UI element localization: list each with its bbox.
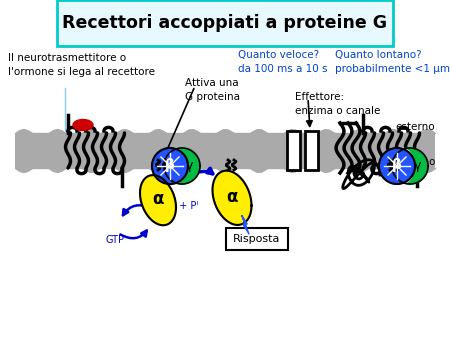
Text: Recettori accoppiati a proteine G: Recettori accoppiati a proteine G — [63, 14, 387, 32]
Ellipse shape — [73, 120, 93, 130]
Text: β: β — [165, 158, 175, 172]
Text: GDP + Pᴵ: GDP + Pᴵ — [155, 201, 198, 211]
Text: Risposta: Risposta — [233, 234, 281, 244]
Polygon shape — [392, 148, 428, 184]
Bar — [305, 131, 318, 170]
Text: α: α — [152, 190, 164, 208]
Bar — [15, 133, 435, 168]
FancyBboxPatch shape — [57, 0, 393, 46]
Text: γ: γ — [414, 160, 421, 172]
Text: GTP: GTP — [105, 235, 124, 245]
FancyBboxPatch shape — [226, 228, 288, 250]
Text: esterno: esterno — [396, 122, 435, 132]
Polygon shape — [140, 175, 176, 225]
Text: Attiva una
G proteina: Attiva una G proteina — [185, 78, 240, 102]
Polygon shape — [152, 148, 188, 184]
Polygon shape — [242, 216, 249, 234]
Ellipse shape — [159, 148, 186, 184]
Bar — [287, 131, 300, 170]
Text: γ: γ — [185, 160, 193, 172]
Text: Effettore:
enzima o canale: Effettore: enzima o canale — [295, 92, 380, 116]
Text: β: β — [392, 158, 402, 172]
Text: Il neurotrasmettitore o
l'ormone si lega al recettore: Il neurotrasmettitore o l'ormone si lega… — [8, 53, 155, 77]
Ellipse shape — [387, 148, 414, 184]
Text: Quanto veloce?
da 100 ms a 10 s: Quanto veloce? da 100 ms a 10 s — [238, 50, 328, 74]
Polygon shape — [379, 148, 415, 184]
Polygon shape — [164, 148, 200, 184]
Text: interno: interno — [398, 157, 435, 167]
Text: α: α — [226, 188, 238, 206]
Polygon shape — [212, 171, 252, 225]
Text: Quanto lontano?
probabilmente <1 μm: Quanto lontano? probabilmente <1 μm — [335, 50, 450, 74]
